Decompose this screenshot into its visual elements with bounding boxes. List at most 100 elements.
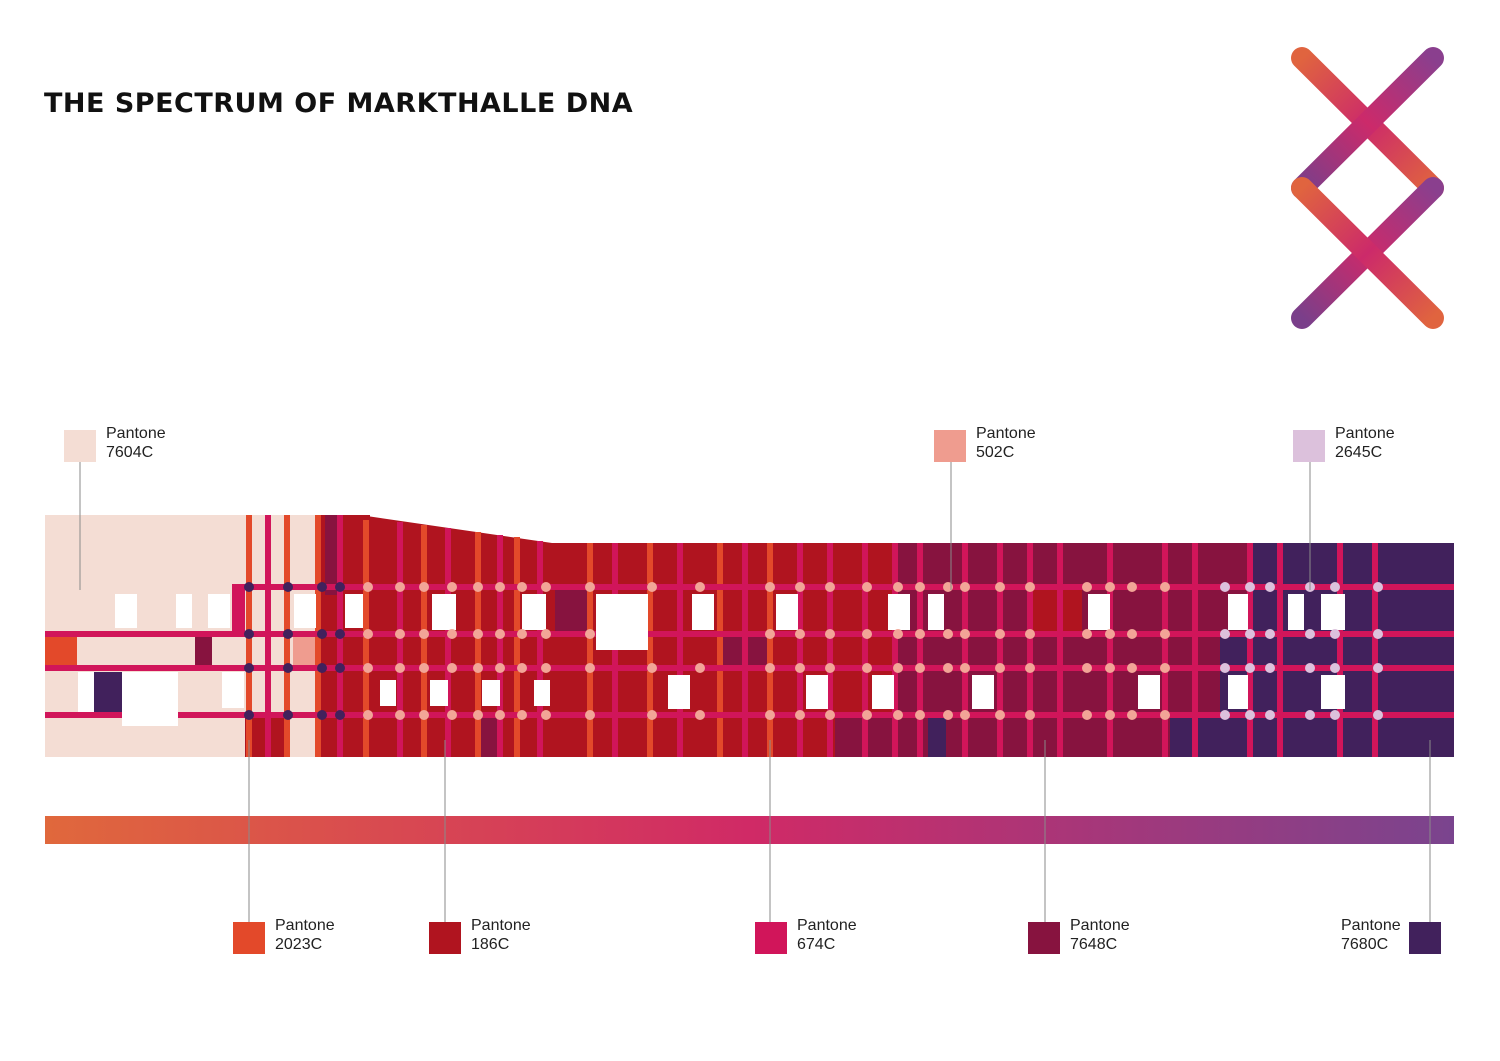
connection-node bbox=[1220, 582, 1230, 592]
swatch-2645c bbox=[1293, 430, 1325, 462]
connection-node bbox=[363, 663, 373, 673]
legend-7680c: Pantone 7680C bbox=[1341, 917, 1441, 954]
legend-label: Pantone bbox=[1335, 425, 1395, 442]
connection-nodes bbox=[244, 582, 1383, 720]
legend-674c: Pantone 674C bbox=[755, 917, 857, 954]
connection-node bbox=[447, 710, 457, 720]
connection-node bbox=[893, 582, 903, 592]
connection-node bbox=[915, 629, 925, 639]
vertical-stripe bbox=[917, 543, 923, 757]
connection-node bbox=[419, 582, 429, 592]
connection-node bbox=[1265, 710, 1275, 720]
connection-node bbox=[765, 663, 775, 673]
connection-node bbox=[585, 629, 595, 639]
connection-node bbox=[1127, 582, 1137, 592]
vertical-stripe bbox=[1277, 543, 1283, 757]
connection-node bbox=[419, 710, 429, 720]
connection-node bbox=[960, 629, 970, 639]
connection-node bbox=[1160, 663, 1170, 673]
connection-node bbox=[647, 710, 657, 720]
horizontal-rails bbox=[45, 584, 1454, 718]
connection-node bbox=[1082, 710, 1092, 720]
connection-node bbox=[363, 629, 373, 639]
connection-node bbox=[1105, 710, 1115, 720]
white-window bbox=[888, 594, 910, 630]
connection-node bbox=[517, 629, 527, 639]
connection-node bbox=[893, 629, 903, 639]
connection-node bbox=[317, 582, 327, 592]
connection-node bbox=[943, 629, 953, 639]
connection-node bbox=[495, 710, 505, 720]
connection-node bbox=[517, 710, 527, 720]
connection-node bbox=[960, 582, 970, 592]
connection-node bbox=[541, 582, 551, 592]
white-window bbox=[115, 594, 137, 628]
vertical-stripe bbox=[677, 543, 683, 757]
legend-2023c: Pantone 2023C bbox=[233, 917, 335, 954]
vertical-stripe bbox=[421, 525, 427, 757]
vertical-stripe bbox=[445, 528, 451, 757]
swatch-2023c bbox=[233, 922, 265, 954]
connection-node bbox=[363, 710, 373, 720]
connection-node bbox=[335, 629, 345, 639]
connection-node bbox=[283, 663, 293, 673]
connection-node bbox=[244, 663, 254, 673]
connection-node bbox=[995, 710, 1005, 720]
connection-node bbox=[1305, 663, 1315, 673]
white-window bbox=[972, 675, 994, 709]
connection-node bbox=[893, 710, 903, 720]
connection-node bbox=[317, 663, 327, 673]
white-window bbox=[806, 675, 828, 709]
white-window bbox=[1088, 594, 1110, 630]
swatch-674c bbox=[755, 922, 787, 954]
white-window bbox=[534, 680, 550, 706]
connection-node bbox=[1127, 710, 1137, 720]
legend-code: 7604C bbox=[106, 444, 154, 461]
connection-node bbox=[419, 663, 429, 673]
connection-node bbox=[825, 710, 835, 720]
connection-node bbox=[1025, 710, 1035, 720]
vertical-stripe bbox=[767, 543, 773, 757]
legend-code: 674C bbox=[797, 936, 836, 953]
legend-label: Pantone bbox=[976, 425, 1036, 442]
connection-node bbox=[1245, 663, 1255, 673]
connection-node bbox=[943, 710, 953, 720]
vertical-stripe bbox=[862, 543, 868, 757]
legend-code: 7680C bbox=[1341, 936, 1389, 953]
horizontal-rail bbox=[232, 584, 1454, 590]
white-window bbox=[668, 675, 690, 709]
connection-node bbox=[1082, 582, 1092, 592]
vertical-stripe bbox=[962, 543, 968, 757]
white-window bbox=[482, 680, 500, 706]
white-window bbox=[1228, 675, 1248, 709]
connection-node bbox=[447, 663, 457, 673]
white-window bbox=[776, 594, 798, 630]
legend-label: Pantone bbox=[471, 917, 531, 934]
connection-node bbox=[765, 629, 775, 639]
vertical-stripe bbox=[1162, 543, 1168, 757]
connection-node bbox=[943, 663, 953, 673]
white-windows bbox=[78, 594, 1345, 726]
connection-node bbox=[862, 582, 872, 592]
swatch-7680c bbox=[1408, 922, 1441, 954]
white-window bbox=[432, 594, 456, 630]
connection-node bbox=[1082, 629, 1092, 639]
swatch-7648c bbox=[1028, 922, 1060, 954]
connection-node bbox=[1160, 629, 1170, 639]
connection-node bbox=[1127, 663, 1137, 673]
legend-186c: Pantone 186C bbox=[429, 917, 531, 954]
vertical-stripe bbox=[497, 535, 503, 757]
swatch-186c bbox=[429, 922, 461, 954]
connection-node bbox=[495, 629, 505, 639]
connection-node bbox=[1373, 629, 1383, 639]
connection-node bbox=[335, 582, 345, 592]
legend-7648c: Pantone 7648C bbox=[1028, 917, 1130, 954]
connection-node bbox=[915, 710, 925, 720]
legend-label: Pantone bbox=[797, 917, 857, 934]
connection-node bbox=[825, 629, 835, 639]
vertical-stripe bbox=[1027, 543, 1033, 757]
connection-node bbox=[995, 629, 1005, 639]
connection-node bbox=[1245, 629, 1255, 639]
white-window bbox=[872, 675, 894, 709]
